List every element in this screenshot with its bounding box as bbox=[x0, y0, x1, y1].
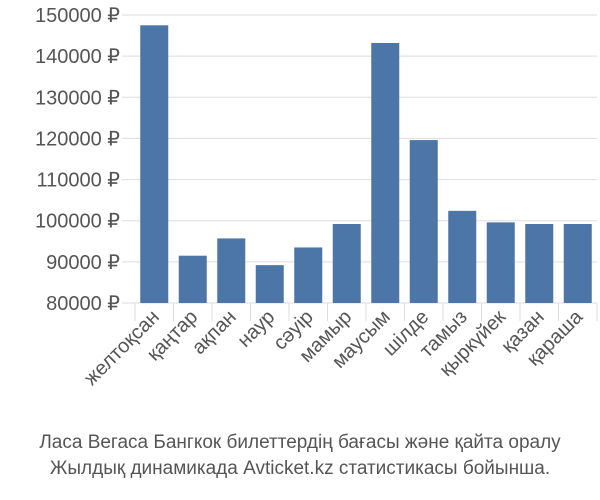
chart-caption-line-2: Жылдық динамикада Avticket.kz статистика… bbox=[49, 458, 551, 479]
bar bbox=[178, 255, 207, 303]
bar-chart: 80000 ₽ 90000 ₽ 100000 ₽ 110000 ₽ 120000 ₽ 13… bbox=[35, 5, 598, 390]
bar bbox=[332, 224, 361, 303]
y-tick-label: 130000 ₽ bbox=[35, 87, 120, 109]
y-tick-label: 140000 ₽ bbox=[35, 46, 120, 68]
y-tick-label: 90000 ₽ bbox=[46, 252, 120, 274]
y-tick-label: 100000 ₽ bbox=[35, 211, 120, 233]
chart-caption-line-1: Ласа Вегаса Бангкок билеттердің бағасы ж… bbox=[39, 432, 561, 453]
bar bbox=[371, 42, 400, 303]
y-tick-label: 110000 ₽ bbox=[36, 170, 120, 192]
x-tick-label: наур bbox=[233, 306, 279, 352]
bar bbox=[448, 210, 477, 303]
y-tick-label: 120000 ₽ bbox=[35, 128, 120, 150]
y-tick-label: 80000 ₽ bbox=[46, 293, 120, 315]
bar bbox=[217, 238, 246, 303]
x-tick-label: ақпан bbox=[188, 306, 241, 359]
bar bbox=[294, 247, 323, 303]
y-tick-label: 150000 ₽ bbox=[35, 5, 120, 27]
bar bbox=[486, 222, 515, 303]
bar bbox=[255, 265, 284, 303]
bar bbox=[563, 224, 592, 303]
bar bbox=[140, 25, 169, 304]
bar bbox=[409, 140, 438, 303]
bar bbox=[525, 224, 554, 303]
